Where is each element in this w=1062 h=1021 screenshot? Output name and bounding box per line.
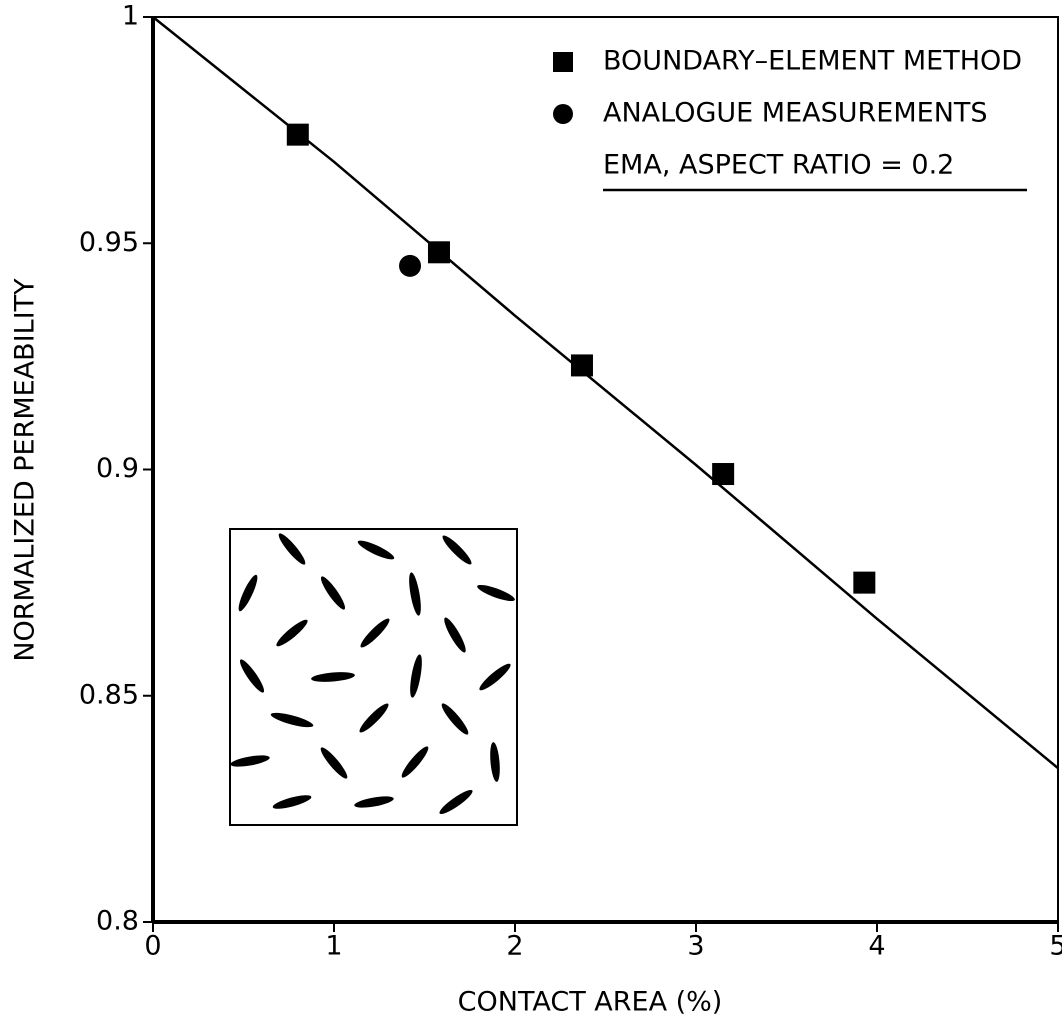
circle-marker — [399, 254, 422, 277]
square-marker — [853, 571, 876, 594]
legend-label: BOUNDARY–ELEMENT METHOD — [603, 46, 1022, 77]
inset-diagram — [229, 528, 518, 826]
x-tick-label: 4 — [868, 931, 885, 962]
y-tick-label: 0.85 — [79, 679, 139, 710]
x-tick-label: 5 — [1049, 931, 1062, 962]
x-tick-label: 2 — [506, 931, 523, 962]
legend-label: EMA, ASPECT RATIO = 0.2 — [603, 150, 954, 181]
square-marker — [570, 354, 593, 377]
x-tick-label: 1 — [325, 931, 342, 962]
x-axis-label: CONTACT AREA (%) — [458, 987, 723, 1018]
x-tick-label: 0 — [144, 931, 161, 962]
legend-label: ANALOGUE MEASUREMENTS — [603, 98, 988, 129]
legend-marker — [553, 52, 573, 72]
y-tick-label: 0.9 — [96, 453, 139, 484]
ema-curve — [152, 16, 1059, 770]
square-marker — [712, 463, 735, 486]
legend-marker — [553, 104, 573, 124]
y-tick-label: 0.95 — [79, 227, 139, 258]
y-axis-label: NORMALIZED PERMEABILITY — [10, 278, 41, 662]
y-tick-label: 1 — [122, 1, 139, 32]
x-tick-label: 3 — [687, 931, 704, 962]
y-tick-label: 0.8 — [96, 906, 139, 937]
